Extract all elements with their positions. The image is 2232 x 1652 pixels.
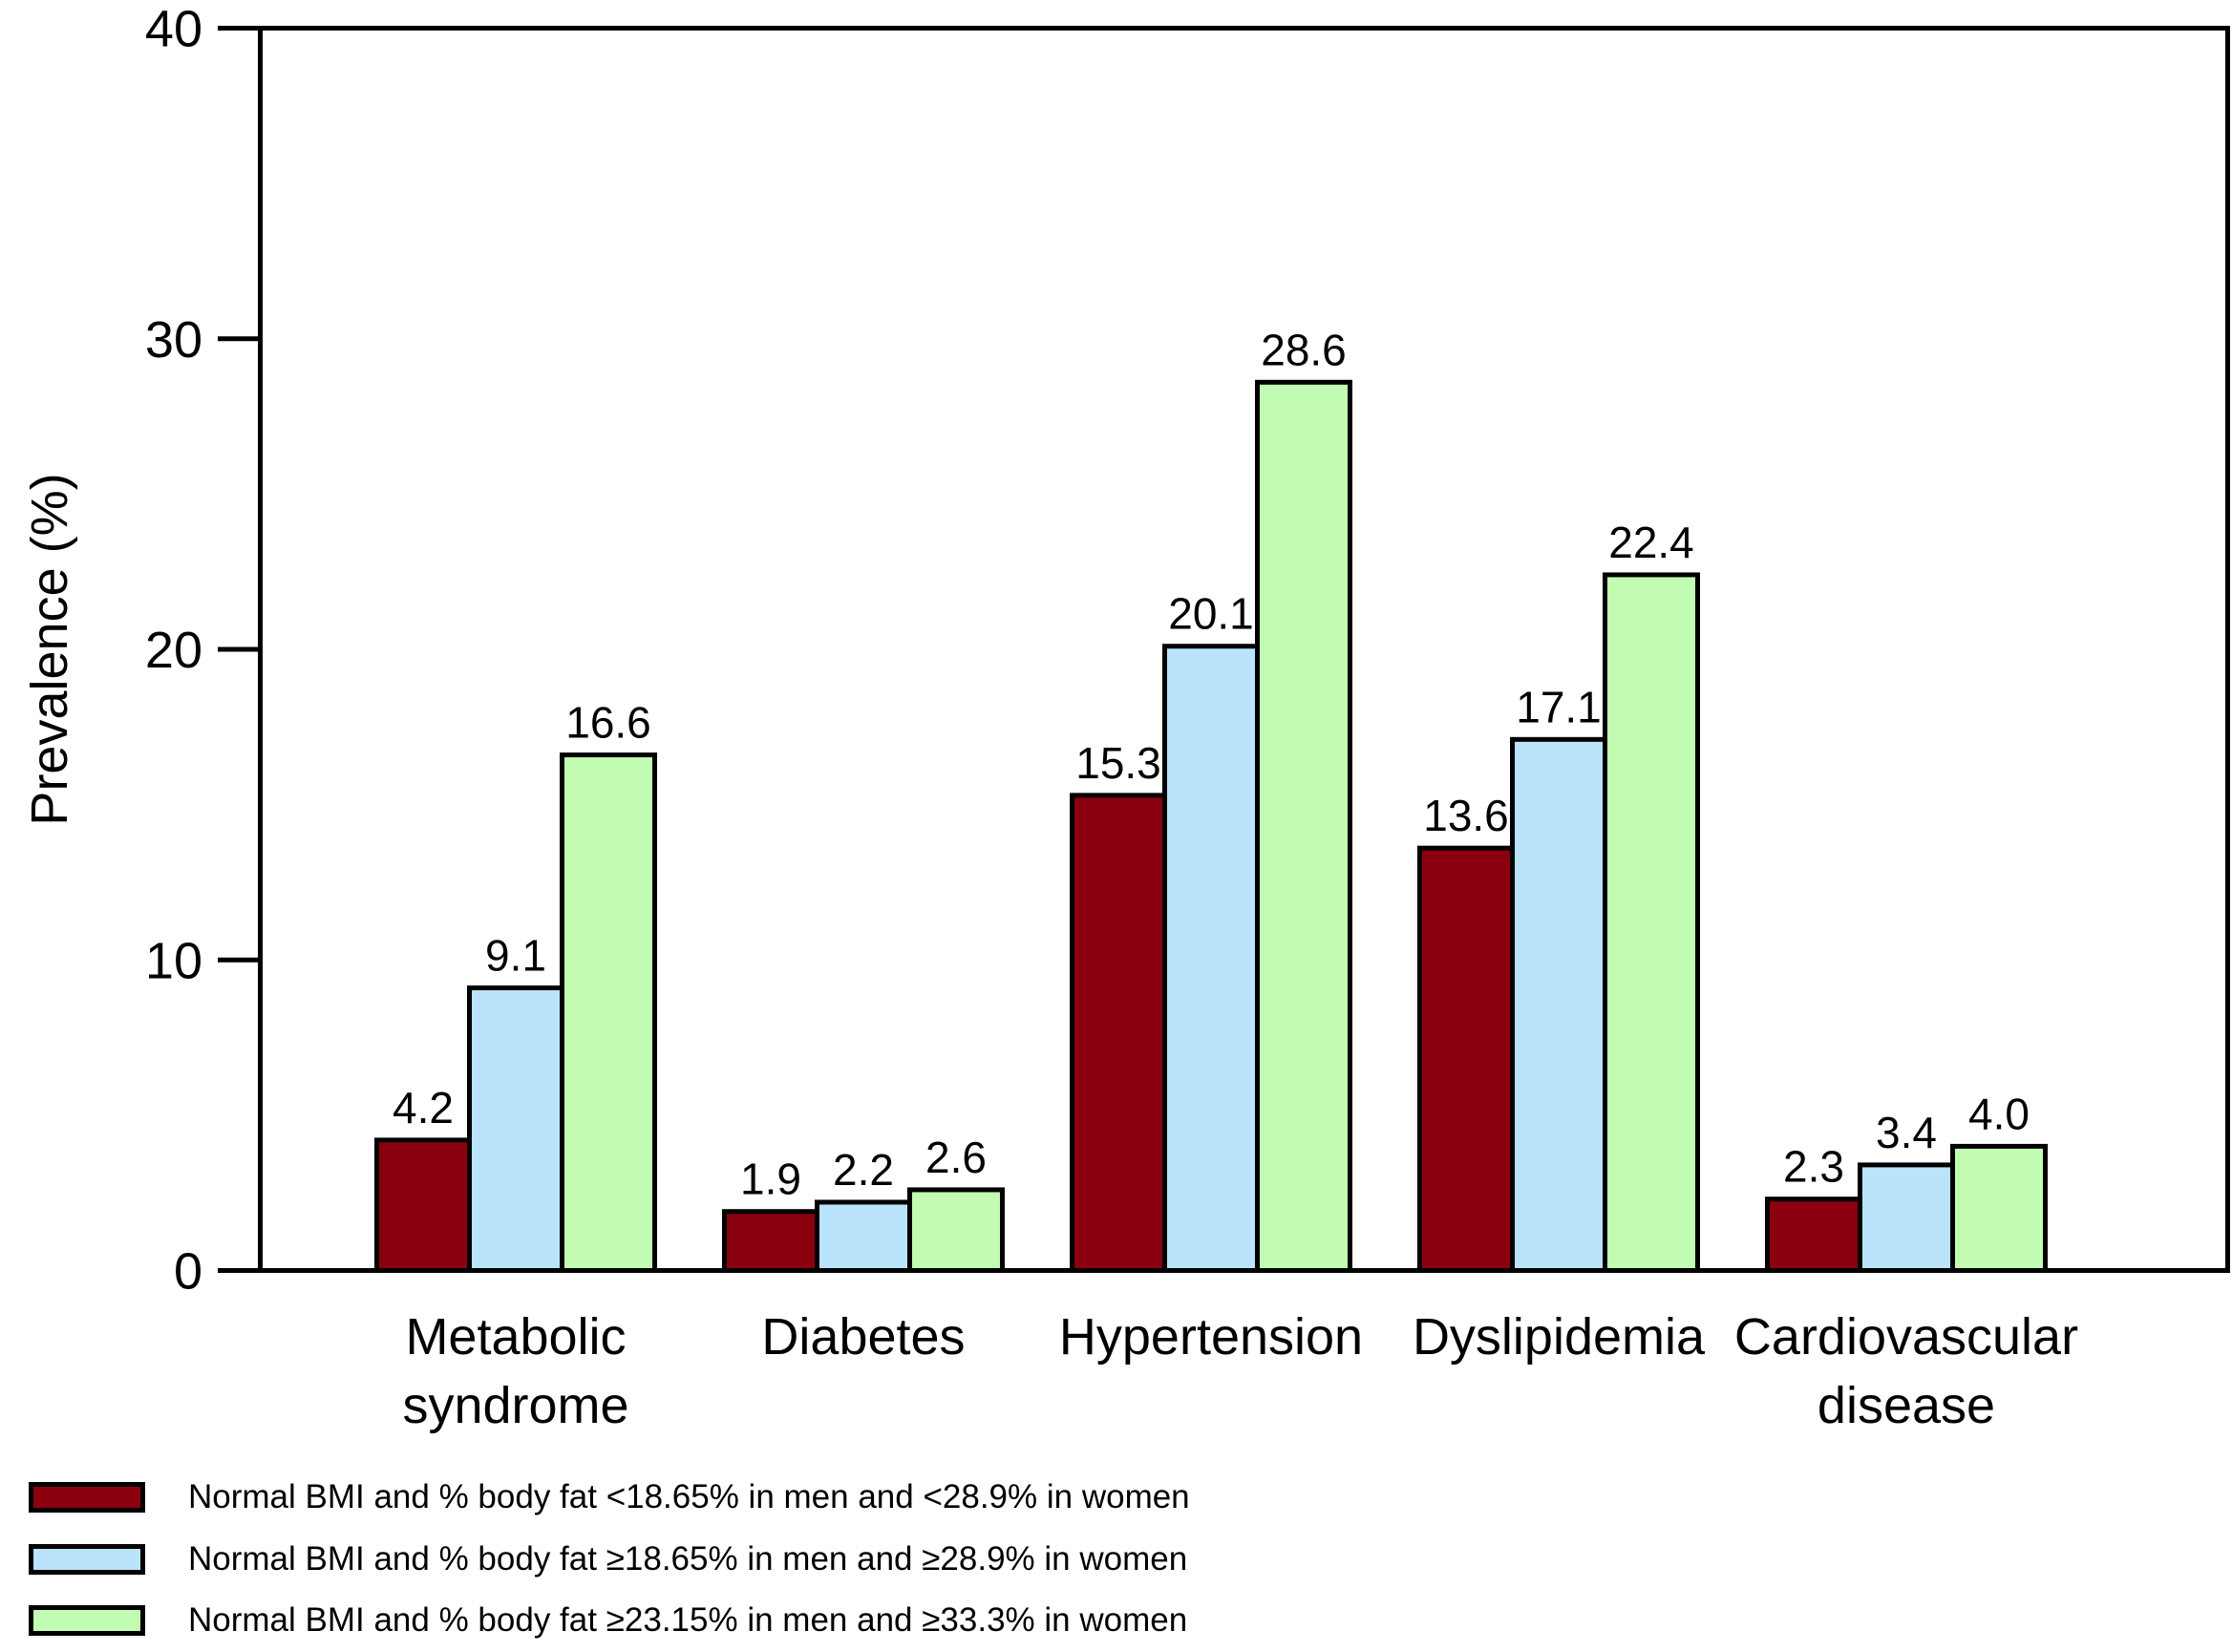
legend-swatch-1	[29, 1482, 145, 1513]
bar-value-label: 3.4	[1876, 1108, 1937, 1157]
bar-value-label: 13.6	[1423, 791, 1509, 840]
y-tick-label: 20	[145, 622, 202, 679]
legend-label-3: Normal BMI and % body fat ≥23.15% in men…	[188, 1601, 1188, 1639]
x-category-label: Metabolic	[405, 1308, 626, 1366]
bar-series2-cat3	[1162, 644, 1260, 1273]
bar-series3-cat5	[1950, 1143, 2048, 1274]
legend-item-2: Normal BMI and % body fat ≥18.65% in men…	[29, 1539, 1187, 1579]
bar-value-label: 22.4	[1608, 518, 1694, 567]
x-category-label: syndrome	[402, 1377, 628, 1434]
x-category-label: Diabetes	[761, 1308, 965, 1366]
bar-value-label: 20.1	[1168, 589, 1254, 639]
y-axis-title: Prevalence (%)	[21, 473, 78, 825]
bar-value-label: 2.3	[1783, 1142, 1844, 1192]
x-category-label: Dyslipidemia	[1413, 1308, 1706, 1366]
bar-value-label: 17.1	[1516, 682, 1602, 731]
x-category-label: Cardiovascular	[1734, 1308, 2078, 1366]
legend-swatch-2	[29, 1544, 145, 1575]
bar-value-label: 4.2	[393, 1083, 454, 1133]
bar-series3-cat1	[560, 752, 657, 1273]
bar-series2-cat1	[467, 985, 564, 1273]
bar-series3-cat4	[1603, 572, 1700, 1273]
bar-value-label: 16.6	[565, 698, 651, 748]
bar-value-label: 4.0	[1968, 1089, 2030, 1138]
bar-value-label: 15.3	[1075, 738, 1161, 788]
legend-label-1: Normal BMI and % body fat <18.65% in men…	[188, 1478, 1190, 1515]
bar-value-label: 2.6	[925, 1133, 987, 1182]
bar-value-label: 28.6	[1261, 325, 1347, 374]
bar-series2-cat5	[1858, 1162, 1955, 1274]
legend-label-2: Normal BMI and % body fat ≥18.65% in men…	[188, 1540, 1188, 1578]
y-tick-label: 30	[145, 311, 202, 369]
bar-value-label: 9.1	[485, 931, 546, 981]
legend-swatch-3	[29, 1605, 145, 1636]
y-tick-label: 40	[145, 1, 202, 58]
legend-item-3: Normal BMI and % body fat ≥23.15% in men…	[29, 1600, 1187, 1641]
y-tick-label: 0	[174, 1243, 202, 1301]
bar-value-label: 2.2	[833, 1145, 894, 1195]
y-tick-label: 10	[145, 932, 202, 989]
legend-item-1: Normal BMI and % body fat <18.65% in men…	[29, 1477, 1190, 1517]
bar-value-label: 1.9	[740, 1154, 801, 1204]
x-category-label: disease	[1817, 1377, 1995, 1434]
bar-series3-cat3	[1255, 379, 1352, 1274]
x-category-label: Hypertension	[1059, 1308, 1363, 1366]
